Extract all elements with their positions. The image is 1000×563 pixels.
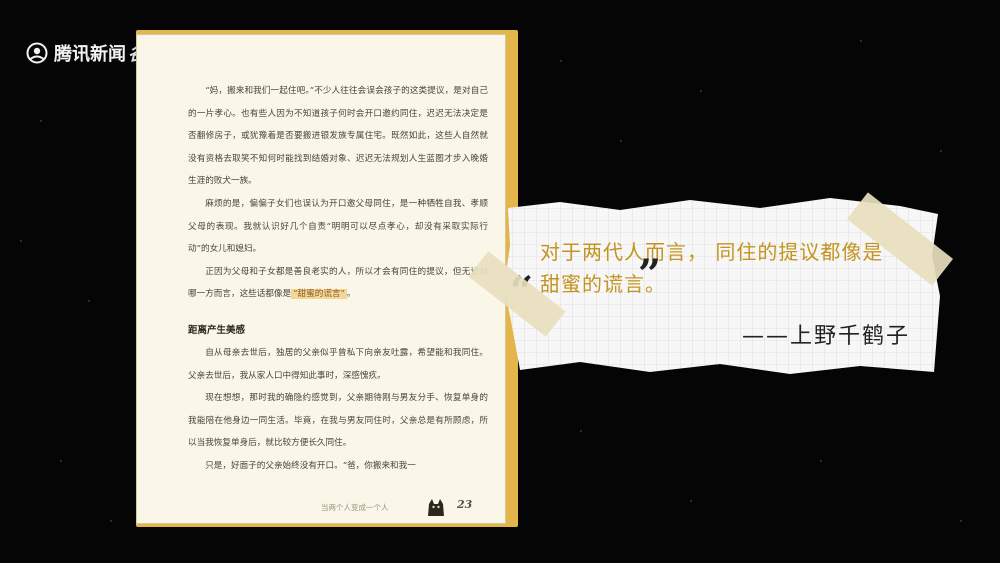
book-text: “妈，搬来和我们一起住吧。”不少人往往会误会孩子的这类提议，是对自己的一片孝心。…: [188, 80, 488, 478]
paragraph-with-highlight: 正因为父母和子女都是善良老实的人，所以才会有同住的提议，但无论对哪一方而言，这些…: [188, 261, 488, 306]
paragraph: 现在想想，那时我的确隐约感觉到，父亲期待刚与男友分手、恢复单身的我能陪在他身边一…: [188, 393, 488, 449]
tencent-news-icon: [26, 42, 48, 64]
paragraph: 只是，好面子的父亲始终没有开口。“爸，你搬来和我一: [205, 460, 416, 471]
paragraph: 自从母亲去世后，独居的父亲似乎曾私下向亲友吐露，希望能和我同住。父亲去世后，我从…: [188, 347, 488, 381]
quote-author: ——上野千鹤子: [742, 324, 911, 349]
logo-text: 腾讯新闻: [54, 44, 126, 65]
section-heading: 距离产生美感: [188, 324, 246, 336]
page-footer: 当两个人变成一个人 23: [321, 496, 501, 522]
highlighted-phrase: “甜蜜的谎言”: [291, 289, 347, 300]
page-number: 23: [457, 498, 473, 511]
grid-paper: [504, 198, 940, 374]
paragraph: “妈，搬来和我们一起住吧。”不少人往往会误会孩子的这类提议，是对自己的一片孝心。…: [188, 86, 488, 187]
quote-card: 对于两代人而言， 同住的提议都像是 甜蜜的谎言。 “ ” ——上野千鹤子: [500, 196, 945, 378]
running-title: 当两个人变成一个人: [321, 503, 389, 512]
quote-line-1: 对于两代人而言， 同住的提议都像是: [540, 240, 884, 264]
paragraph-text: 正因为父母和子女都是善良老实的人，所以才会有同住的提议，但无论对哪一方而言，这些…: [188, 266, 488, 300]
book-page: “妈，搬来和我们一起住吧。”不少人往往会误会孩子的这类提议，是对自己的一片孝心。…: [136, 34, 506, 524]
quote-line-2: 甜蜜的谎言。: [540, 272, 666, 296]
paragraph-text-end: 。: [346, 289, 356, 300]
close-quote-mark: ”: [638, 251, 662, 298]
cat-illustration-icon: [428, 499, 444, 516]
quote-text: 对于两代人而言， 同住的提议都像是 甜蜜的谎言。: [540, 236, 930, 300]
paragraph: 麻烦的是，偏偏子女们也误认为开口邀父母同住，是一种牺牲自我、孝顺父母的表现。我就…: [188, 198, 488, 255]
